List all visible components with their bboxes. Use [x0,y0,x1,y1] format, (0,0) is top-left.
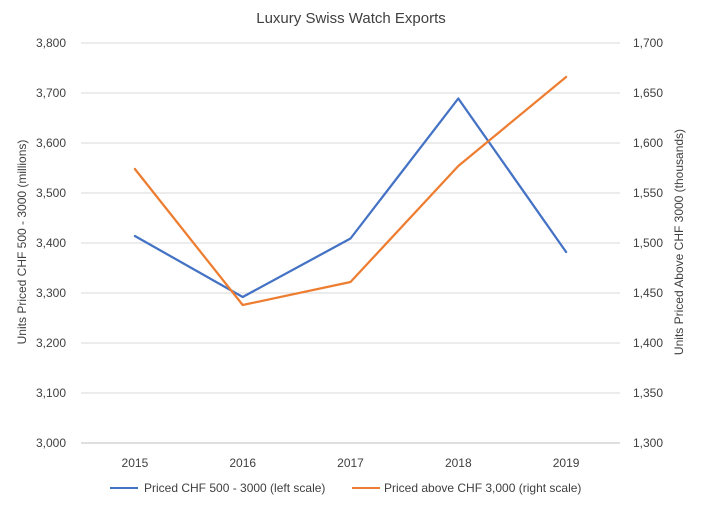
right-axis-ticks: 1,300 1,350 1,400 1,450 1,500 1,550 1,600 1,650… [633,36,663,450]
right-tick-label: 1,600 [633,136,663,150]
left-tick-label: 3,200 [36,336,66,350]
left-tick-label: 3,000 [36,436,66,450]
x-tick-label: 2017 [337,456,364,470]
right-tick-label: 1,500 [633,236,663,250]
left-tick-label: 3,600 [36,136,66,150]
series-line-left-scale [133,97,568,299]
legend: Priced CHF 500 - 3000 (left scale) Price… [110,481,581,495]
x-tick-label: 2019 [553,456,580,470]
right-tick-label: 1,350 [633,386,663,400]
x-tick-label: 2018 [445,456,472,470]
legend-label-right-scale: Priced above CHF 3,000 (right scale) [384,481,581,495]
series-line-right-scale [133,75,568,307]
series-lines [133,75,568,307]
left-tick-label: 3,700 [36,86,66,100]
left-axis-label: Units Priced CHF 500 - 3000 (millions) [15,140,29,345]
right-axis-label: Units Priced Above CHF 3000 (thousands) [672,129,686,355]
gridlines [81,42,620,444]
left-tick-label: 3,500 [36,186,66,200]
left-tick-label: 3,300 [36,286,66,300]
legend-label-left-scale: Priced CHF 500 - 3000 (left scale) [144,481,325,495]
right-tick-label: 1,700 [633,36,663,50]
right-tick-label: 1,650 [633,86,663,100]
left-tick-label: 3,100 [36,386,66,400]
left-tick-label: 3,400 [36,236,66,250]
x-axis-ticks: 2015 2016 2017 2018 2019 [122,456,580,470]
x-tick-label: 2015 [122,456,149,470]
right-tick-label: 1,450 [633,286,663,300]
right-tick-label: 1,550 [633,186,663,200]
chart-title: Luxury Swiss Watch Exports [256,10,446,27]
left-tick-label: 3,800 [36,36,66,50]
x-tick-label: 2016 [229,456,256,470]
right-tick-label: 1,300 [633,436,663,450]
left-axis-ticks: 3,000 3,100 3,200 3,300 3,400 3,500 3,600 3,700… [36,36,66,450]
right-tick-label: 1,400 [633,336,663,350]
